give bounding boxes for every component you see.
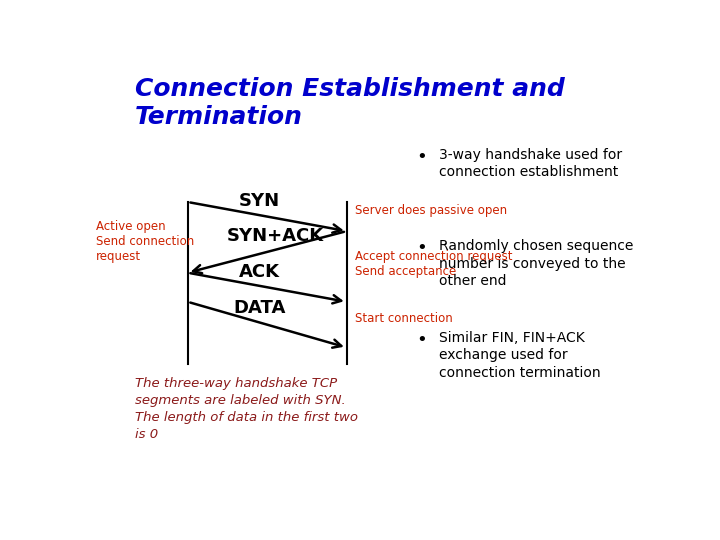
Text: 3-way handshake used for
connection establishment: 3-way handshake used for connection esta… xyxy=(438,148,622,179)
Text: Server does passive open: Server does passive open xyxy=(355,204,507,217)
Text: DATA: DATA xyxy=(233,299,285,318)
Text: ACK: ACK xyxy=(239,263,279,281)
Text: Randomly chosen sequence
number is conveyed to the
other end: Randomly chosen sequence number is conve… xyxy=(438,239,633,288)
Text: SYN+ACK: SYN+ACK xyxy=(227,227,324,245)
Text: SYN: SYN xyxy=(238,192,280,210)
Text: Accept connection request
Send acceptance: Accept connection request Send acceptanc… xyxy=(355,250,513,278)
Text: •: • xyxy=(417,331,428,349)
Text: •: • xyxy=(417,239,428,258)
Text: Start connection: Start connection xyxy=(355,312,453,325)
Text: •: • xyxy=(417,148,428,166)
Text: Connection Establishment and
Termination: Connection Establishment and Termination xyxy=(135,77,564,129)
Text: The three-way handshake TCP
segments are labeled with SYN.
The length of data in: The three-way handshake TCP segments are… xyxy=(135,377,358,441)
Text: Similar FIN, FIN+ACK
exchange used for
connection termination: Similar FIN, FIN+ACK exchange used for c… xyxy=(438,331,600,380)
Text: Active open
Send connection
request: Active open Send connection request xyxy=(96,220,194,263)
